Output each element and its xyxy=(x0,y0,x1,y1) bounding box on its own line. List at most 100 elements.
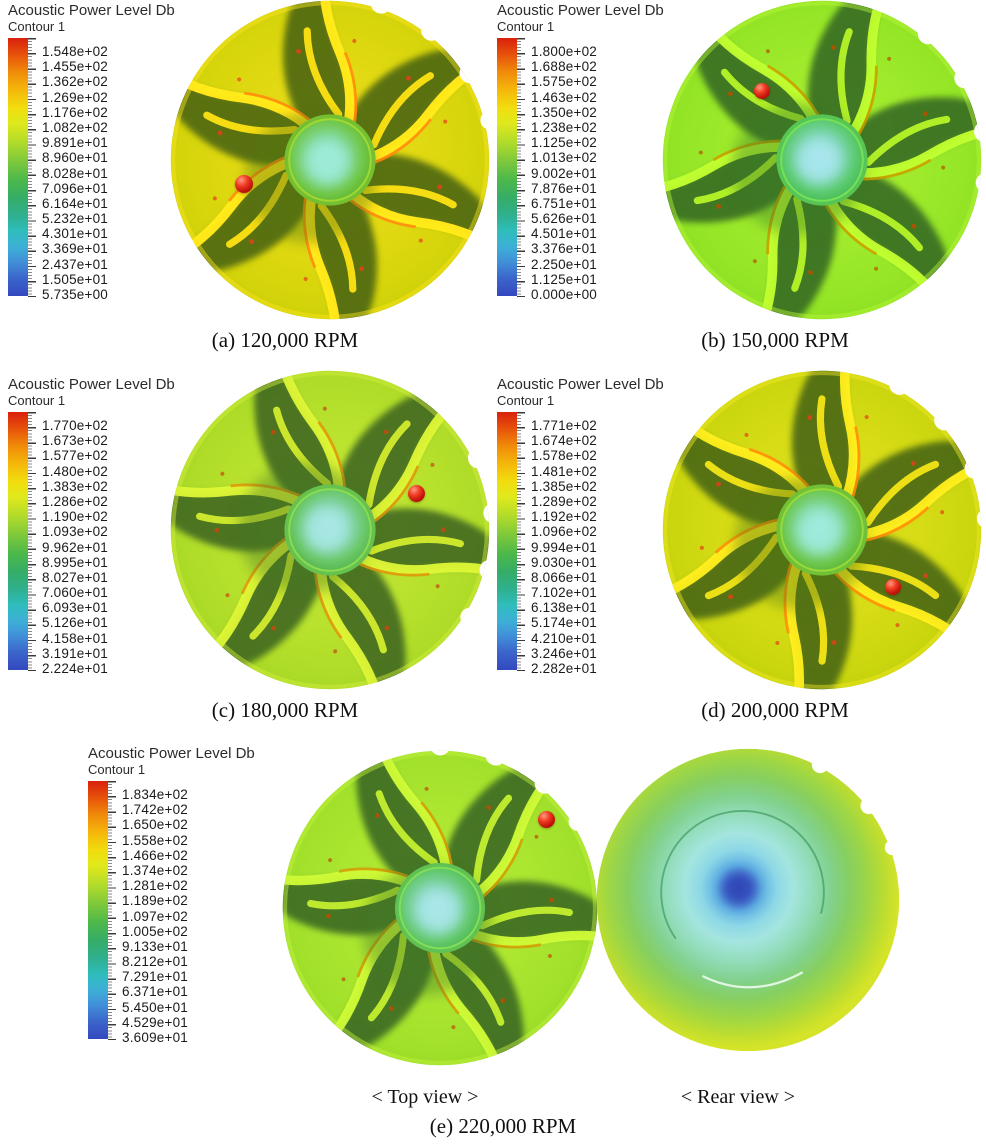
colorbar: 1.800e+02 1.688e+02 1.575e+02 1.463e+02 1.35… xyxy=(497,38,627,302)
legend-tick-label: 1.281e+02 xyxy=(122,878,188,894)
legend-subtitle: Contour 1 xyxy=(8,393,66,408)
rear-view-label: < Rear view > xyxy=(680,1086,796,1108)
impeller-contour-rear-view-e xyxy=(596,748,900,1052)
legend-tick-label: 1.093e+02 xyxy=(42,524,108,540)
legend-tick-label: 1.577e+02 xyxy=(42,448,108,464)
legend-tick-label: 8.066e+01 xyxy=(531,569,597,585)
colorbar-labels: 1.770e+02 1.673e+02 1.577e+02 1.480e+02 1.38… xyxy=(42,418,108,676)
legend-tick-label: 6.751e+01 xyxy=(531,195,597,211)
legend-tick-label: 1.770e+02 xyxy=(42,418,108,433)
legend-tick-label: 1.385e+02 xyxy=(531,478,597,494)
legend-tick-label: 9.030e+01 xyxy=(531,554,597,570)
colorbar-legend-a: Acoustic Power Level Db Contour 1 1.548e… xyxy=(8,2,175,302)
legend-tick-label: 7.876e+01 xyxy=(531,180,597,196)
legend-tick-label: 8.212e+01 xyxy=(122,954,188,970)
legend-tick-label: 1.548e+02 xyxy=(42,44,108,59)
top-view-label: < Top view > xyxy=(371,1086,479,1108)
caption-c: (c) 180,000 RPM xyxy=(211,698,359,722)
legend-tick-label: 3.191e+01 xyxy=(42,645,108,661)
legend-tick-label: 1.125e+02 xyxy=(531,135,597,151)
legend-tick-label: 1.097e+02 xyxy=(122,908,188,924)
legend-tick-label: 1.189e+02 xyxy=(122,893,188,909)
legend-tick-label: 2.250e+01 xyxy=(531,256,597,272)
legend-tick-label: 4.529e+01 xyxy=(122,1014,188,1030)
colorbar-gradient xyxy=(8,412,28,670)
legend-tick-label: 1.742e+02 xyxy=(122,802,188,818)
legend-subtitle: Contour 1 xyxy=(497,393,555,408)
legend-subtitle: Contour 1 xyxy=(497,19,555,34)
colorbar-legend-c: Acoustic Power Level Db Contour 1 1.770e… xyxy=(8,376,175,676)
legend-tick-label: 1.575e+02 xyxy=(531,74,597,90)
colorbar-labels: 1.800e+02 1.688e+02 1.575e+02 1.463e+02 1.35… xyxy=(531,44,597,302)
colorbar-legend-d: Acoustic Power Level Db Contour 1 1.771e… xyxy=(497,376,664,676)
legend-tick-label: 1.800e+02 xyxy=(531,44,597,59)
legend-tick-label: 9.891e+01 xyxy=(42,135,108,151)
colorbar-gradient xyxy=(8,38,28,296)
legend-tick-label: 6.371e+01 xyxy=(122,984,188,1000)
colorbar-ticks xyxy=(108,781,116,1040)
legend-tick-label: 1.125e+01 xyxy=(531,271,597,287)
colorbar: 1.834e+02 1.742e+02 1.650e+02 1.558e+02 1.46… xyxy=(88,781,218,1045)
legend-tick-label: 3.246e+01 xyxy=(531,645,597,661)
legend-tick-label: 1.558e+02 xyxy=(122,832,188,848)
colorbar-gradient xyxy=(497,38,517,296)
colorbar-legend-b: Acoustic Power Level Db Contour 1 1.800e… xyxy=(497,2,664,302)
legend-tick-label: 5.626e+01 xyxy=(531,211,597,227)
legend-tick-label: 1.834e+02 xyxy=(122,787,188,802)
legend-tick-label: 1.650e+02 xyxy=(122,817,188,833)
caption-a: (a) 120,000 RPM xyxy=(211,328,359,352)
legend-tick-label: 7.060e+01 xyxy=(42,585,108,601)
colorbar-gradient xyxy=(497,412,517,670)
legend-subtitle: Contour 1 xyxy=(88,762,146,777)
colorbar-labels: 1.548e+02 1.455e+02 1.362e+02 1.269e+02 1.17… xyxy=(42,44,108,302)
colorbar-ticks xyxy=(517,412,525,671)
legend-tick-label: 5.735e+00 xyxy=(42,287,108,302)
legend-tick-label: 1.374e+02 xyxy=(122,862,188,878)
colorbar: 1.548e+02 1.455e+02 1.362e+02 1.269e+02 1.17… xyxy=(8,38,138,302)
legend-tick-label: 9.133e+01 xyxy=(122,938,188,954)
legend-tick-label: 1.771e+02 xyxy=(531,418,597,433)
colorbar-labels: 1.771e+02 1.674e+02 1.578e+02 1.481e+02 1.38… xyxy=(531,418,597,676)
colorbar-ticks xyxy=(28,412,36,671)
legend-tick-label: 1.350e+02 xyxy=(531,104,597,120)
legend-tick-label: 1.082e+02 xyxy=(42,119,108,135)
legend-tick-label: 3.376e+01 xyxy=(531,241,597,257)
legend-tick-label: 6.164e+01 xyxy=(42,195,108,211)
legend-tick-label: 8.960e+01 xyxy=(42,150,108,166)
legend-tick-label: 1.463e+02 xyxy=(531,89,597,105)
colorbar-gradient xyxy=(88,781,108,1039)
receiver-point-marker-c xyxy=(408,485,425,502)
legend-tick-label: 1.505e+01 xyxy=(42,271,108,287)
caption-d: (d) 200,000 RPM xyxy=(701,698,849,722)
legend-subtitle: Contour 1 xyxy=(8,19,66,34)
legend-tick-label: 7.102e+01 xyxy=(531,585,597,601)
legend-tick-label: 7.291e+01 xyxy=(122,969,188,985)
legend-title: Acoustic Power Level Db xyxy=(497,376,664,393)
legend-title: Acoustic Power Level Db xyxy=(497,2,664,19)
legend-title: Acoustic Power Level Db xyxy=(8,376,175,393)
impeller-contour-top-view-e xyxy=(241,709,639,1107)
impeller-contour-top-view-d xyxy=(637,345,986,716)
legend-tick-label: 1.013e+02 xyxy=(531,150,597,166)
legend-title: Acoustic Power Level Db xyxy=(88,745,255,762)
legend-tick-label: 1.466e+02 xyxy=(122,847,188,863)
legend-tick-label: 1.192e+02 xyxy=(531,509,597,525)
legend-tick-label: 9.962e+01 xyxy=(42,539,108,555)
legend-tick-label: 1.481e+02 xyxy=(531,463,597,479)
legend-tick-label: 5.174e+01 xyxy=(531,615,597,631)
legend-tick-label: 9.994e+01 xyxy=(531,539,597,555)
caption-b: (b) 150,000 RPM xyxy=(701,328,849,352)
legend-tick-label: 3.369e+01 xyxy=(42,241,108,257)
legend-tick-label: 8.028e+01 xyxy=(42,165,108,181)
legend-tick-label: 4.158e+01 xyxy=(42,630,108,646)
legend-tick-label: 1.578e+02 xyxy=(531,448,597,464)
legend-tick-label: 2.437e+01 xyxy=(42,256,108,272)
colorbar-legend-e: Acoustic Power Level Db Contour 1 1.834e… xyxy=(88,745,255,1045)
legend-tick-label: 4.301e+01 xyxy=(42,226,108,242)
legend-tick-label: 1.269e+02 xyxy=(42,89,108,105)
legend-tick-label: 3.609e+01 xyxy=(122,1030,188,1045)
legend-tick-label: 6.093e+01 xyxy=(42,600,108,616)
legend-tick-label: 1.688e+02 xyxy=(531,59,597,75)
caption-e: (e) 220,000 RPM xyxy=(429,1114,577,1138)
